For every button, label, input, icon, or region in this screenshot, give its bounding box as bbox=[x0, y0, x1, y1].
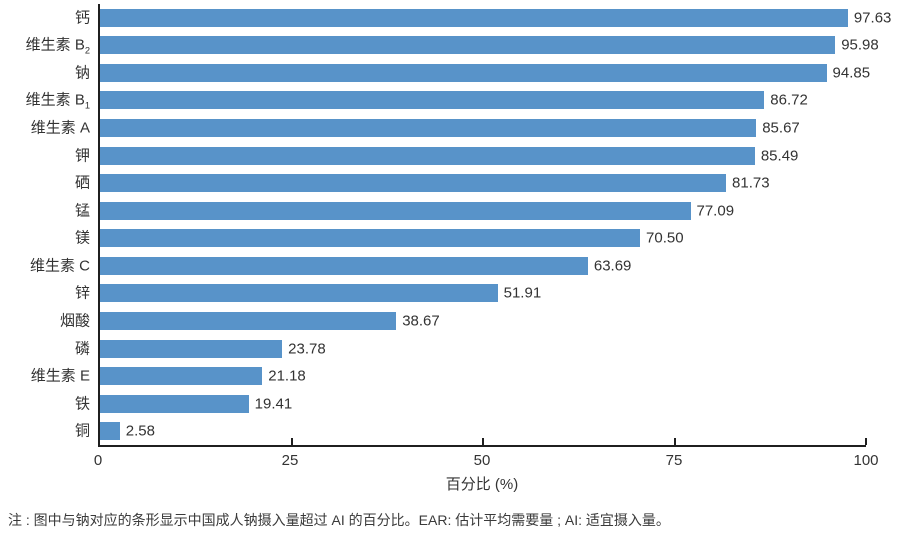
x-tick bbox=[290, 438, 293, 445]
category-label: 维生素 B2 bbox=[25, 36, 90, 56]
bar-row: 烟酸 38.67 bbox=[60, 307, 866, 335]
category-label: 磷 bbox=[74, 340, 90, 358]
category-label: 维生素 E bbox=[30, 367, 90, 385]
value-label: 95.98 bbox=[841, 36, 879, 54]
x-tick bbox=[482, 438, 484, 445]
bar-row: 维生素 B1 86.72 bbox=[26, 87, 866, 115]
x-tick-label: 25 bbox=[281, 452, 299, 469]
value-label: 85.67 bbox=[762, 119, 800, 137]
category-label: 铜 bbox=[74, 422, 90, 440]
value-label: 70.50 bbox=[646, 229, 684, 247]
value-label: 38.67 bbox=[402, 312, 440, 330]
bar bbox=[100, 146, 755, 165]
bar-row: 钾 85.49 bbox=[75, 142, 866, 170]
value-label: 81.73 bbox=[732, 174, 770, 192]
bar-row: 铁 19.41 bbox=[75, 390, 866, 418]
bar-row: 维生素 E 21.18 bbox=[31, 362, 866, 390]
value-label: 23.78 bbox=[288, 340, 326, 358]
bar bbox=[100, 8, 848, 27]
bar-row: 维生素 C 63.69 bbox=[30, 252, 866, 280]
bar-row: 锌 51.91 bbox=[75, 280, 866, 308]
x-axis-title: 百分比 (%) bbox=[445, 476, 519, 493]
bar bbox=[100, 63, 827, 82]
bar-row: 锰 77.09 bbox=[75, 197, 866, 225]
footnote: 注 : 图中与钠对应的条形显示中国成人钠摄入量超过 AI 的百分比。EAR: 估… bbox=[8, 512, 670, 528]
bar bbox=[100, 201, 691, 220]
bar-row: 镁 70.50 bbox=[75, 225, 866, 253]
category-label: 维生素 A bbox=[30, 119, 90, 137]
bar bbox=[100, 36, 836, 55]
bar bbox=[100, 422, 120, 441]
bar bbox=[100, 284, 498, 303]
x-tick bbox=[865, 438, 867, 445]
value-label: 97.63 bbox=[853, 9, 892, 27]
x-tick-label: 75 bbox=[665, 452, 683, 469]
value-label: 85.49 bbox=[760, 147, 799, 165]
category-label: 钠 bbox=[74, 64, 90, 82]
bar-row: 维生素 B2 95.98 bbox=[26, 32, 879, 60]
value-label: 86.72 bbox=[770, 91, 808, 109]
category-label: 烟酸 bbox=[59, 312, 90, 330]
bar bbox=[100, 339, 283, 358]
bar bbox=[100, 119, 757, 138]
bar-row: 维生素 A 85.67 bbox=[31, 114, 866, 142]
plot-area: 钙 97.63 维生素 B2 95.98 钠 94.85 维生素 B1 86.72 维生素 A 8… bbox=[26, 4, 891, 447]
value-label: 77.09 bbox=[696, 202, 735, 220]
bar-rows: 钙 97.63 维生素 B2 95.98 钠 94.85 维生素 B1 86.72 维生素 A 8… bbox=[26, 4, 891, 445]
bar bbox=[100, 256, 588, 275]
category-label: 铁 bbox=[74, 395, 90, 413]
x-tick bbox=[673, 438, 676, 445]
x-tick-label: 50 bbox=[473, 452, 491, 469]
category-label: 维生素 C bbox=[29, 257, 90, 275]
value-label: 21.18 bbox=[268, 367, 306, 385]
bar bbox=[100, 91, 765, 110]
x-tick-label: 0 bbox=[93, 452, 103, 469]
category-label: 维生素 B1 bbox=[25, 91, 90, 111]
value-label: 63.69 bbox=[593, 257, 632, 275]
bar bbox=[100, 174, 727, 193]
category-label: 钙 bbox=[74, 9, 90, 27]
value-label: 51.91 bbox=[503, 284, 542, 302]
bar bbox=[100, 311, 397, 330]
bar-row: 磷 23.78 bbox=[75, 335, 866, 363]
category-label: 锌 bbox=[74, 284, 90, 302]
category-label: 锰 bbox=[74, 202, 90, 220]
bar bbox=[100, 394, 249, 413]
category-label: 钾 bbox=[74, 147, 90, 165]
bar-row: 钙 97.63 bbox=[75, 4, 891, 32]
category-label: 镁 bbox=[74, 229, 90, 247]
x-tick-label: 100 bbox=[853, 452, 879, 469]
value-label: 94.85 bbox=[832, 64, 871, 82]
value-label: 19.41 bbox=[254, 395, 293, 413]
bar-row: 铜 2.58 bbox=[75, 417, 866, 445]
value-label: 2.58 bbox=[125, 422, 155, 440]
x-tick-labels: 0 25 50 75 100 bbox=[94, 452, 879, 470]
bar-row: 硒 81.73 bbox=[75, 169, 866, 197]
bar-row: 钠 94.85 bbox=[75, 59, 870, 87]
bar bbox=[100, 229, 641, 248]
category-label: 硒 bbox=[74, 174, 90, 192]
bar bbox=[100, 367, 263, 386]
